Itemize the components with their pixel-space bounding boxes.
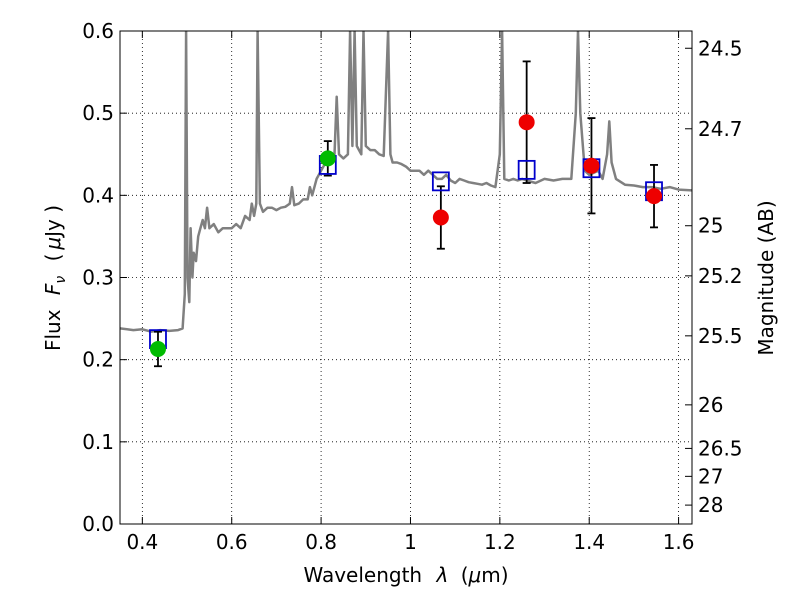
x-tick-label: 0.4 bbox=[126, 530, 158, 554]
y-tick-label: 0.3 bbox=[82, 266, 114, 290]
spectrum-line bbox=[120, 31, 692, 333]
x-axis-label-text: Wavelength bbox=[303, 563, 422, 587]
tick-layer: 0.4 0.6 0.8 1 1.2 1.4 1.6 0.0 0.1 0.2 0.3 0.4 0.5 0.6… bbox=[82, 19, 742, 554]
model-box bbox=[431, 171, 450, 192]
x-tick-label: 0.6 bbox=[216, 530, 248, 554]
grid bbox=[120, 30, 692, 525]
y-axis-label-unit-mu: μ bbox=[41, 237, 65, 251]
green-data-point bbox=[319, 150, 336, 167]
x-axis-label-symbol: λ bbox=[435, 563, 448, 587]
x-axis-label-unit-mu: μ bbox=[468, 563, 482, 587]
y2-tick-label: 27 bbox=[698, 464, 723, 488]
red-data-point bbox=[646, 188, 663, 205]
y-axis-label-text: Flux bbox=[41, 309, 65, 351]
y-axis-label: Flux Fν ( μJy ) bbox=[41, 205, 70, 351]
y-tick-label: 0.0 bbox=[82, 512, 114, 536]
model-box bbox=[517, 159, 536, 180]
y-tick-label: 0.1 bbox=[82, 430, 114, 454]
x-tick-label: 0.8 bbox=[305, 530, 337, 554]
green-data-point bbox=[149, 340, 166, 357]
errorbar-layer bbox=[153, 60, 659, 368]
x-tick-label: 1.6 bbox=[663, 530, 695, 554]
y2-tick-label: 26 bbox=[698, 393, 723, 417]
x-tick-label: 1.4 bbox=[573, 530, 605, 554]
y2-tick-label: 25.5 bbox=[698, 324, 743, 348]
y2-tick-label: 26.5 bbox=[698, 436, 743, 460]
red-data-point bbox=[583, 157, 600, 174]
y-tick-label: 0.5 bbox=[82, 101, 114, 125]
y-axis-label-unit-close: Jy ) bbox=[41, 205, 65, 239]
y2-tick-label: 28 bbox=[698, 493, 723, 517]
y-tick-label: 0.4 bbox=[82, 183, 114, 207]
spectrum-layer bbox=[120, 31, 692, 333]
x-axis-label-unit-close: m) bbox=[481, 563, 508, 587]
red-data-point bbox=[518, 114, 535, 131]
y2-tick-label: 24.7 bbox=[698, 117, 743, 141]
x-tick-label: 1.2 bbox=[484, 530, 516, 554]
y2-axis-label: Magnitude (AB) bbox=[754, 200, 778, 355]
point-layer bbox=[149, 114, 663, 357]
plot-frame bbox=[119, 30, 693, 525]
y-axis-label-sub: ν bbox=[53, 276, 69, 284]
y-axis-label-symbol: F bbox=[41, 283, 65, 295]
x-tick-label: 1 bbox=[404, 530, 417, 554]
x-axis-label-unit-open: ( bbox=[461, 563, 469, 587]
red-data-point bbox=[432, 209, 449, 226]
y2-tick-label: 25 bbox=[698, 214, 723, 238]
y-tick-label: 0.6 bbox=[82, 19, 114, 43]
y-axis-label-unit-open: ( bbox=[41, 254, 65, 262]
y-tick-label: 0.2 bbox=[82, 348, 114, 372]
x-axis-label: Wavelength λ (μm) bbox=[303, 563, 508, 587]
model-box-layer bbox=[149, 155, 663, 350]
y2-tick-label: 25.2 bbox=[698, 264, 743, 288]
y2-tick-label: 24.5 bbox=[698, 36, 743, 60]
